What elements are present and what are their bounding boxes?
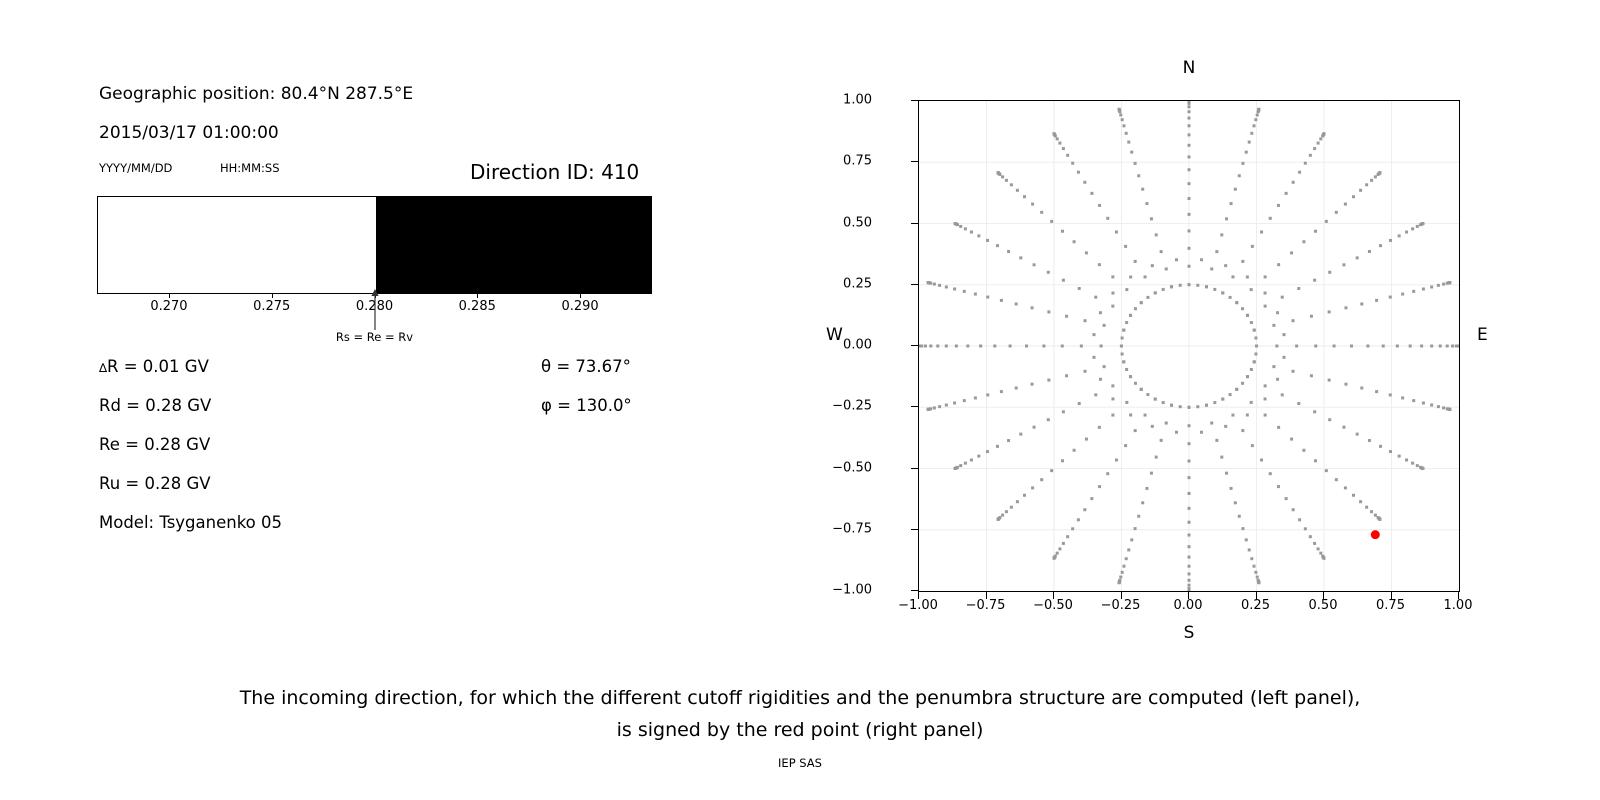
penumbra-allowed-region: [98, 197, 376, 293]
x-axis-tick-label: 0.25: [1241, 598, 1270, 613]
penumbra-axis-tick: [271, 294, 273, 298]
penumbra-forbidden-region: [375, 197, 651, 293]
rs-re-rv-label: Rs = Re = Rv: [335, 330, 414, 344]
x-axis-tick: [985, 592, 987, 599]
datetime-text: 2015/03/17 01:00:00: [99, 123, 279, 143]
y-axis-tick: [911, 590, 918, 591]
x-axis-tick-label: −0.50: [1033, 598, 1073, 613]
penumbra-axis-tick-label: 0.285: [458, 299, 496, 314]
delta-r-text: R = 0.01 GV: [107, 357, 209, 376]
rs-re-rv-arrow-marker: [369, 287, 379, 330]
penumbra-structure-bar: [97, 196, 652, 294]
y-axis-tick: [911, 406, 918, 408]
model-value: Model: Tsyganenko 05: [99, 513, 283, 532]
y-axis-tick-label: 0.25: [843, 276, 872, 292]
caption-line-2: is signed by the red point (right panel): [616, 719, 984, 741]
y-axis-tick: [911, 528, 918, 530]
caption-line-1: The incoming direction, for which the di…: [239, 687, 1361, 709]
x-axis-tick-label: −1.00: [898, 598, 938, 613]
y-axis-tick-label: −1.00: [832, 582, 872, 598]
x-axis-tick: [918, 592, 919, 599]
x-axis-tick: [1390, 592, 1392, 599]
penumbra-axis-tick-label: 0.290: [561, 299, 599, 314]
compass-label-south: S: [1183, 623, 1195, 643]
direction-scatter-svg: [919, 101, 1459, 591]
x-axis-tick: [1323, 592, 1324, 599]
penumbra-axis-tick: [580, 294, 582, 298]
delta-r-value: ∆R = 0.01 GV: [99, 357, 209, 376]
time-format-hint: HH:MM:SS: [220, 161, 280, 175]
figure-caption: The incoming direction, for which the di…: [0, 682, 1600, 746]
x-axis-tick-label: 0.00: [1173, 598, 1203, 613]
y-axis-tick: [911, 467, 918, 469]
x-axis-tick: [1053, 592, 1054, 599]
compass-label-north: N: [1182, 58, 1196, 78]
y-axis-tick-label: −0.25: [832, 398, 872, 414]
x-axis-tick-label: 0.75: [1376, 598, 1405, 613]
scatter-plot-area: [918, 100, 1460, 592]
x-axis-tick-label: 1.00: [1443, 598, 1473, 613]
penumbra-axis-tick: [168, 294, 170, 298]
y-axis-tick-label: 0.75: [843, 153, 872, 169]
x-axis-tick-label: 0.50: [1308, 598, 1338, 613]
direction-sky-map-panel: N S W E −1.00 −0.75 −0.50 −0.25 0.00 0.25 0.50…: [820, 40, 1520, 660]
penumbra-axis-tick: [477, 294, 479, 298]
delta-symbol: ∆: [99, 361, 108, 375]
direction-id-text: Direction ID: 410: [470, 160, 640, 184]
x-axis-tick: [1255, 592, 1257, 599]
rd-value: Rd = 0.28 GV: [99, 396, 212, 415]
re-value: Re = 0.28 GV: [99, 435, 211, 454]
phi-value: φ = 130.0°: [541, 396, 632, 415]
y-axis-tick: [911, 222, 918, 224]
y-axis-tick: [911, 345, 918, 346]
compass-label-east: E: [1477, 325, 1488, 345]
y-axis-tick: [911, 100, 918, 101]
y-axis-tick-label: 0.00: [843, 337, 872, 353]
selected-direction-point[interactable]: [1370, 530, 1380, 540]
penumbra-axis-tick-label: 0.275: [253, 299, 291, 314]
y-axis-tick: [911, 283, 918, 285]
y-axis-tick-label: 0.50: [843, 215, 872, 230]
geographic-position-text: Geographic position: 80.4°N 287.5°E: [99, 84, 414, 104]
theta-value: θ = 73.67°: [541, 357, 631, 376]
y-axis-tick-label: −0.75: [832, 521, 872, 537]
x-axis-tick: [1188, 592, 1189, 599]
y-axis-tick: [911, 161, 918, 163]
ru-value: Ru = 0.28 GV: [99, 474, 211, 493]
penumbra-axis-tick-label: 0.270: [150, 299, 188, 314]
y-axis-tick-label: 1.00: [843, 92, 872, 108]
left-panel: Geographic position: 80.4°N 287.5°E 2015…: [0, 0, 760, 660]
x-axis-tick-label: −0.75: [965, 598, 1006, 613]
footer-credit: IEP SAS: [778, 756, 822, 770]
x-axis-tick-label: −0.25: [1100, 598, 1141, 613]
compass-label-west: W: [826, 325, 843, 345]
x-axis-tick: [1120, 592, 1122, 599]
direction-grid-points: [919, 101, 1459, 591]
x-axis-tick: [1458, 592, 1459, 599]
y-axis-tick-label: −0.50: [832, 460, 872, 475]
date-format-hint: YYYY/MM/DD: [99, 161, 173, 175]
